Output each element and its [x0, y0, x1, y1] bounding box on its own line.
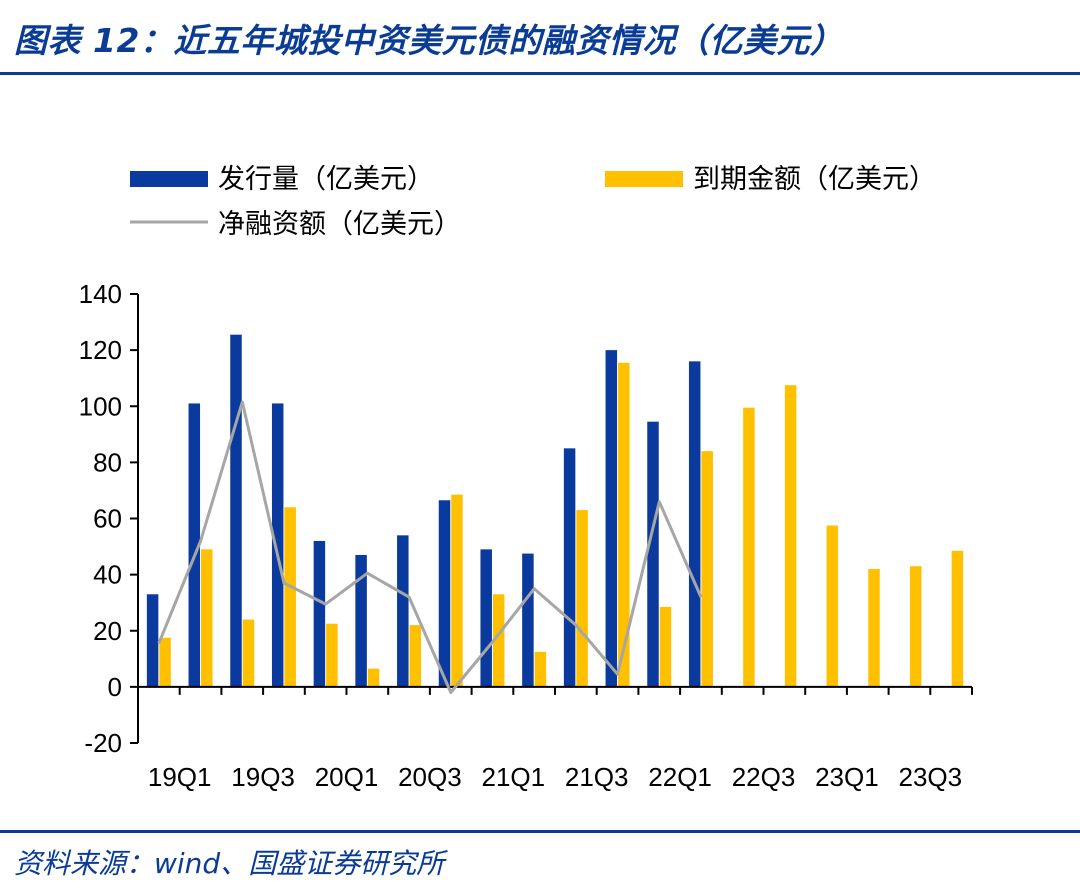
legend: 发行量（亿美元） 到期金额（亿美元） 净融资额（亿美元） — [130, 164, 936, 240]
line-net-financing — [157, 400, 703, 694]
x-tick-label: 21Q3 — [565, 762, 629, 792]
y-tick-label: 40 — [93, 560, 122, 590]
bar-issuance-20Q3 — [397, 535, 409, 687]
x-tick-label: 19Q1 — [148, 762, 212, 792]
x-tick-label: 23Q1 — [815, 762, 879, 792]
x-tick-label: 19Q3 — [231, 762, 295, 792]
x-tick-label: 23Q3 — [898, 762, 962, 792]
legend-swatch-maturity — [605, 171, 683, 187]
bar-maturity-21Q2 — [534, 651, 547, 687]
title-rule — [0, 72, 1080, 75]
legend-label-maturity: 到期金额（亿美元） — [693, 164, 936, 195]
bar-maturity-19Q1 — [159, 637, 171, 687]
source-rule — [0, 830, 1080, 833]
bar-maturity-23Q4 — [951, 550, 964, 687]
y-tick-label: 60 — [93, 504, 122, 534]
bar-issuance-19Q1 — [146, 594, 159, 687]
x-tick-label: 22Q1 — [648, 762, 712, 792]
x-tick-label: 20Q3 — [398, 762, 462, 792]
bar-issuance-19Q3 — [230, 334, 242, 687]
bar-maturity-19Q4 — [284, 507, 296, 687]
bar-maturity-20Q2 — [367, 668, 380, 687]
y-tick-label: 0 — [108, 672, 122, 702]
axes: -20 0 20 40 60 80 100 120 140 19Q1 19Q3 20Q1 20Q3 21Q… — [79, 279, 973, 792]
bar-maturity-21Q4 — [618, 362, 630, 687]
x-tick-label: 21Q1 — [481, 762, 545, 792]
bar-maturity-21Q3 — [576, 510, 588, 687]
bar-maturity-23Q2 — [868, 569, 880, 687]
bar-maturity-20Q3 — [409, 625, 422, 687]
x-tick-label: 20Q1 — [315, 762, 379, 792]
bar-maturity-23Q1 — [826, 525, 839, 687]
bar-issuance-21Q2 — [522, 553, 534, 687]
bar-layer — [146, 334, 964, 687]
legend-swatch-issuance — [130, 171, 208, 187]
bar-issuance-21Q4 — [605, 350, 618, 687]
bar-maturity-22Q1 — [659, 606, 672, 687]
y-tick-label: 140 — [79, 279, 122, 309]
bar-issuance-22Q1 — [647, 421, 659, 687]
bar-issuance-20Q4 — [438, 500, 451, 687]
bar-maturity-22Q2 — [701, 451, 713, 687]
bar-maturity-21Q1 — [492, 594, 505, 687]
y-tick-label: 80 — [93, 447, 122, 477]
y-tick-label: 20 — [93, 616, 122, 646]
legend-label-issuance: 发行量（亿美元） — [218, 164, 434, 195]
bar-maturity-22Q3 — [743, 407, 755, 687]
bar-issuance-22Q2 — [688, 361, 701, 687]
bar-maturity-23Q3 — [909, 566, 922, 687]
y-tick-label: 120 — [79, 335, 122, 365]
bar-maturity-22Q4 — [784, 385, 797, 687]
bar-maturity-19Q3 — [242, 619, 255, 687]
line-layer — [157, 400, 703, 694]
figure-source: 资料来源：wind、国盛证券研究所 — [14, 847, 445, 880]
bar-issuance-19Q4 — [271, 403, 284, 687]
bar-issuance-20Q1 — [313, 540, 326, 687]
bar-issuance-19Q2 — [188, 403, 201, 687]
bar-maturity-19Q2 — [201, 549, 213, 687]
x-tick-label: 22Q3 — [732, 762, 796, 792]
bar-maturity-20Q4 — [451, 494, 463, 687]
legend-label-net: 净融资额（亿美元） — [218, 209, 461, 240]
figure-title: 图表 12：近五年城投中资美元债的融资情况（亿美元） — [14, 21, 844, 60]
bar-issuance-21Q1 — [480, 549, 492, 687]
bar-issuance-21Q3 — [563, 448, 576, 687]
y-tick-label: 100 — [79, 391, 122, 421]
y-tick-label: -20 — [84, 728, 122, 758]
bar-maturity-20Q1 — [326, 623, 338, 687]
bar-issuance-20Q2 — [355, 554, 367, 687]
